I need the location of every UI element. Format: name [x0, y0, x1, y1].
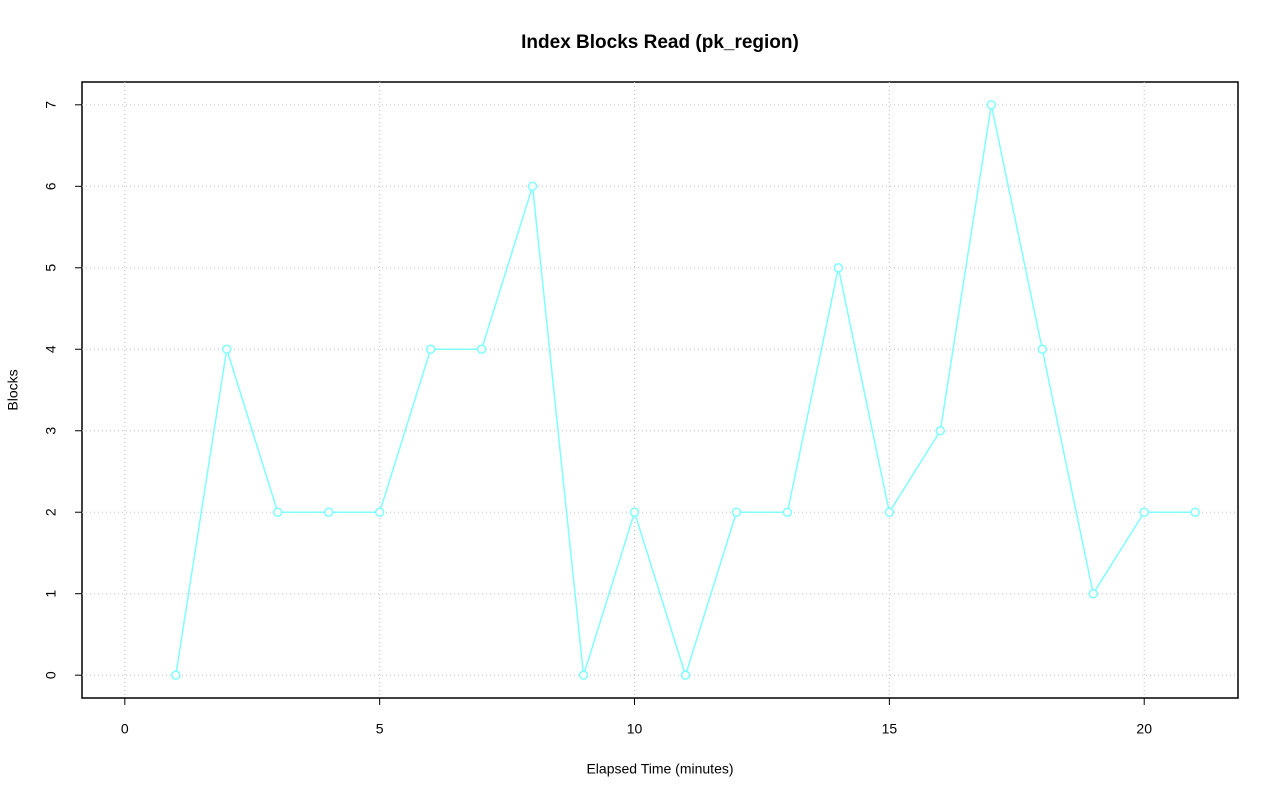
data-point	[629, 507, 640, 517]
x-tick-label: 15	[882, 721, 898, 737]
data-line	[175, 104, 1196, 678]
data-point	[222, 344, 232, 355]
y-tick-label: 7	[43, 101, 59, 109]
chart-title: Index Blocks Read (pk_region)	[521, 32, 799, 53]
y-tick-label: 6	[43, 182, 59, 190]
data-point	[425, 344, 436, 355]
data-point	[272, 507, 283, 517]
x-tick-label: 20	[1136, 721, 1152, 737]
x-tick-label: 0	[121, 721, 129, 737]
x-axis-title: Elapsed Time (minutes)	[586, 761, 733, 777]
data-point	[476, 344, 487, 355]
y-tick-label: 0	[43, 671, 59, 679]
data-point	[1190, 507, 1200, 517]
y-tick-label: 3	[43, 427, 59, 435]
data-point	[323, 507, 334, 517]
data-point	[1139, 507, 1149, 517]
data-point	[935, 425, 946, 436]
data-point	[1037, 344, 1048, 355]
y-tick-label: 4	[43, 345, 59, 353]
y-tick-label: 5	[43, 264, 59, 272]
data-point	[374, 507, 385, 517]
data-point	[171, 670, 181, 680]
y-axis-title: Blocks	[5, 369, 21, 410]
plot-frame	[81, 81, 1239, 699]
data-point	[680, 670, 691, 680]
data-point	[833, 263, 844, 273]
data-point	[782, 507, 793, 517]
data-point	[884, 507, 895, 517]
data-point	[1088, 588, 1098, 599]
x-tick-label: 5	[376, 721, 384, 737]
data-point	[527, 181, 538, 192]
data-point	[731, 507, 742, 517]
y-tick-label: 1	[43, 590, 59, 598]
x-tick-label: 10	[627, 721, 643, 737]
y-tick-label: 2	[43, 508, 59, 516]
data-point	[578, 670, 589, 680]
data-point	[986, 100, 997, 110]
